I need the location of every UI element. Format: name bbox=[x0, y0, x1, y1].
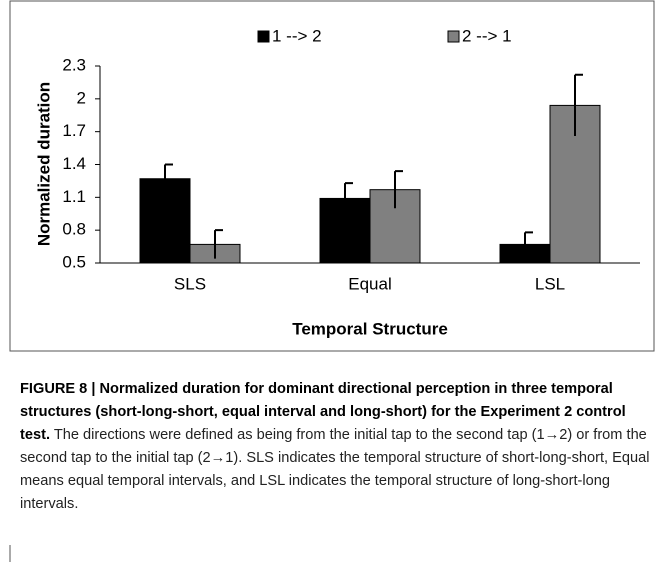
error-bar bbox=[394, 170, 403, 209]
legend-label: 1 --> 2 bbox=[272, 26, 322, 45]
y-tick-label: 0.5 bbox=[62, 252, 86, 271]
caption: FIGURE 8 | Normalized duration for domin… bbox=[20, 378, 652, 516]
y-tick-label: 2 bbox=[77, 88, 86, 107]
x-axis-label: Temporal Structure bbox=[292, 319, 448, 338]
legend-label: 2 --> 1 bbox=[462, 26, 512, 45]
y-tick-label: 1.4 bbox=[62, 154, 86, 173]
error-bar bbox=[574, 73, 583, 137]
caption-text: The directions were defined as being fro… bbox=[20, 427, 650, 512]
caption-label: FIGURE 8 | Normalized duration for domin… bbox=[20, 381, 626, 443]
y-axis-label: Normalized duration bbox=[34, 82, 53, 246]
x-tick-label: LSL bbox=[535, 274, 565, 293]
error-bar bbox=[214, 229, 223, 259]
x-tick-label: Equal bbox=[348, 274, 391, 293]
error-bar bbox=[344, 182, 353, 214]
legend-swatch bbox=[447, 30, 460, 43]
y-tick-label: 1.7 bbox=[62, 121, 86, 140]
x-tick-label: SLS bbox=[174, 274, 206, 293]
y-tick-label: 0.8 bbox=[62, 220, 86, 239]
error-bar bbox=[524, 231, 533, 257]
frame bbox=[9, 0, 655, 352]
y-tick-label: 2.3 bbox=[62, 55, 86, 74]
legend-swatch bbox=[257, 30, 270, 43]
y-tick-label: 1.1 bbox=[62, 187, 86, 206]
error-bar bbox=[164, 163, 173, 193]
